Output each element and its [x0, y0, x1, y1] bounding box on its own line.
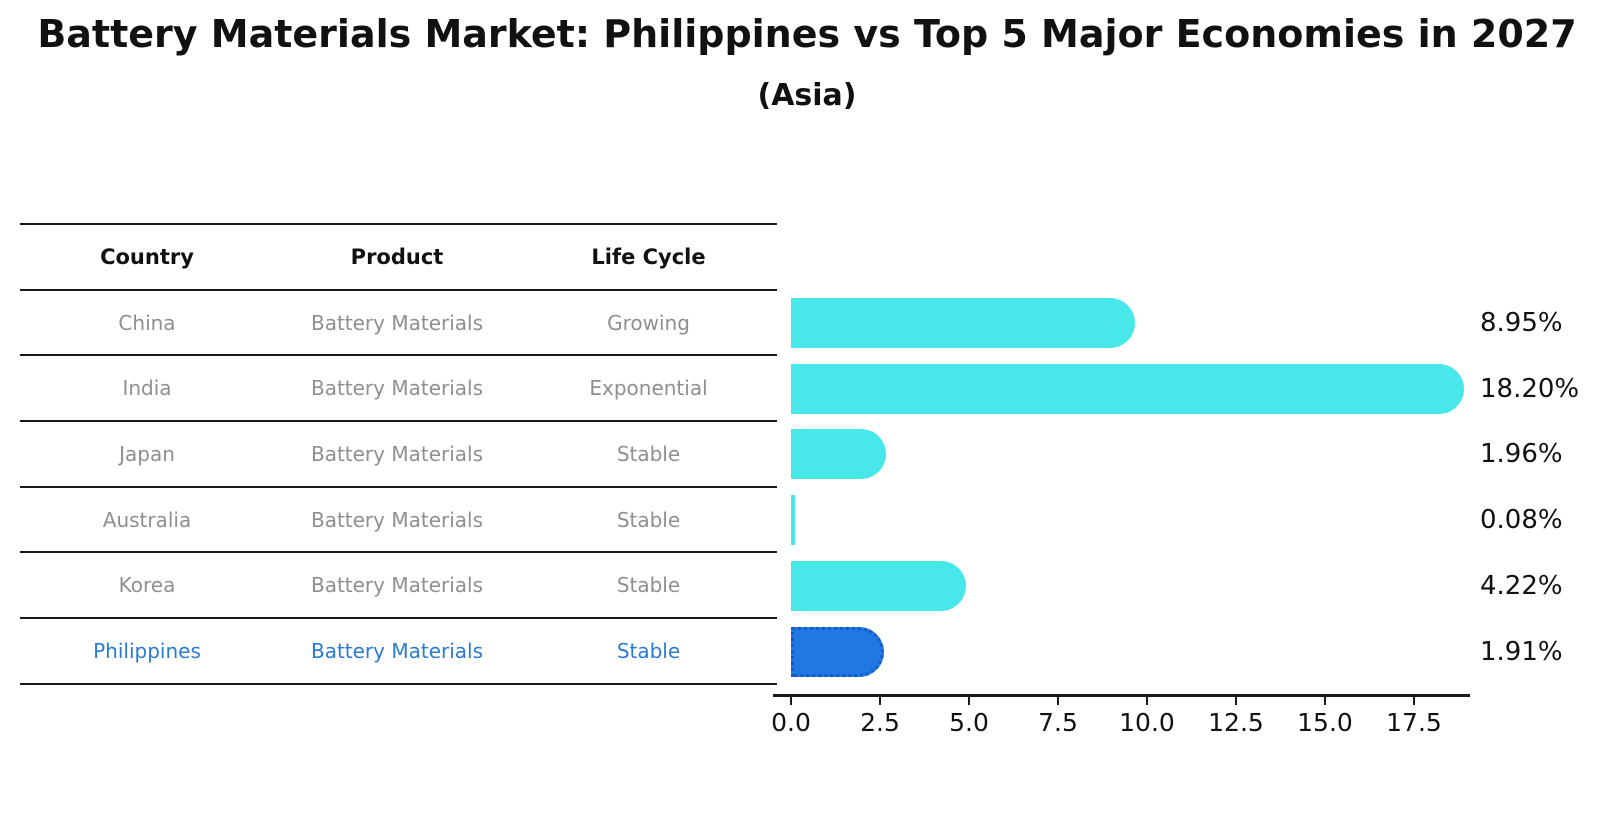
country-cell: India: [122, 376, 172, 401]
x-axis-tick-label: 12.5: [1208, 708, 1264, 737]
x-axis-tick: [1146, 696, 1148, 705]
x-axis-line: [773, 694, 1470, 697]
table-row: Japan Battery Materials Stable: [20, 422, 777, 488]
x-axis-tick: [790, 696, 792, 705]
product-cell: Battery Materials: [310, 376, 484, 401]
bar-china: [791, 298, 1135, 348]
chart-subtitle: (Asia): [757, 78, 857, 113]
lifecycle-cell: Growing: [607, 310, 690, 335]
table-row: India Battery Materials Exponential: [20, 356, 777, 423]
country-cell: Japan: [119, 441, 175, 466]
table-header-row: Country Product Life Cycle: [20, 225, 777, 291]
bar-value-label: 0.08%: [1480, 505, 1563, 536]
bar-value-label: 4.22%: [1480, 570, 1563, 601]
x-axis-tick: [1324, 696, 1326, 705]
x-axis-tick: [968, 696, 970, 705]
bar-value-label: 8.95%: [1480, 308, 1563, 338]
x-axis-tick-label: 2.5: [860, 708, 900, 737]
table-row: China Battery Materials Growing: [20, 291, 777, 357]
x-axis-tick-label: 10.0: [1119, 708, 1175, 737]
product-cell: Battery Materials: [310, 507, 484, 532]
header-product: Product: [350, 244, 444, 269]
bar-korea: [791, 560, 967, 611]
country-cell: Korea: [118, 573, 176, 598]
country-cell: Philippines: [93, 638, 201, 663]
x-axis-tick-label: 15.0: [1297, 708, 1353, 737]
header-life-cycle: Life Cycle: [591, 244, 706, 269]
country-cell: China: [118, 310, 176, 335]
x-axis-tick: [1057, 696, 1059, 705]
bar-philippines: [791, 626, 884, 677]
bar-value-label: 1.96%: [1480, 439, 1563, 470]
bar-value-label: 18.20%: [1480, 373, 1580, 404]
data-table: Country Product Life Cycle China Battery …: [20, 223, 777, 685]
bar-value-label: 1.91%: [1480, 636, 1563, 667]
x-axis-tick-label: 5.0: [949, 708, 989, 737]
lifecycle-cell: Stable: [616, 573, 681, 598]
lifecycle-cell: Stable: [616, 441, 681, 466]
bar-australia: [791, 495, 795, 546]
x-axis-tick-label: 0.0: [771, 708, 811, 737]
table-row: Philippines Battery Materials Stable: [20, 619, 777, 685]
table-body: China Battery Materials Growing India Batter…: [20, 291, 777, 685]
chart-title: Battery Materials Market: Philippines vs…: [37, 12, 1577, 56]
product-cell: Battery Materials: [310, 638, 484, 663]
x-axis-tick: [879, 696, 881, 705]
table-row: Australia Battery Materials Stable: [20, 488, 777, 554]
product-cell: Battery Materials: [310, 573, 484, 598]
table-row: Korea Battery Materials Stable: [20, 553, 777, 620]
lifecycle-cell: Stable: [616, 507, 681, 532]
x-axis-tick: [1235, 696, 1237, 705]
x-axis-tick-label: 7.5: [1038, 708, 1078, 737]
country-cell: Australia: [102, 507, 192, 532]
header-country: Country: [100, 244, 194, 269]
product-cell: Battery Materials: [310, 441, 484, 466]
x-axis-tick-label: 17.5: [1386, 708, 1442, 737]
product-cell: Battery Materials: [310, 310, 484, 335]
x-axis-tick: [1413, 696, 1415, 705]
lifecycle-cell: Exponential: [589, 376, 708, 401]
bar-india: [791, 363, 1464, 414]
lifecycle-cell: Stable: [616, 638, 681, 663]
bar-japan: [791, 429, 886, 480]
